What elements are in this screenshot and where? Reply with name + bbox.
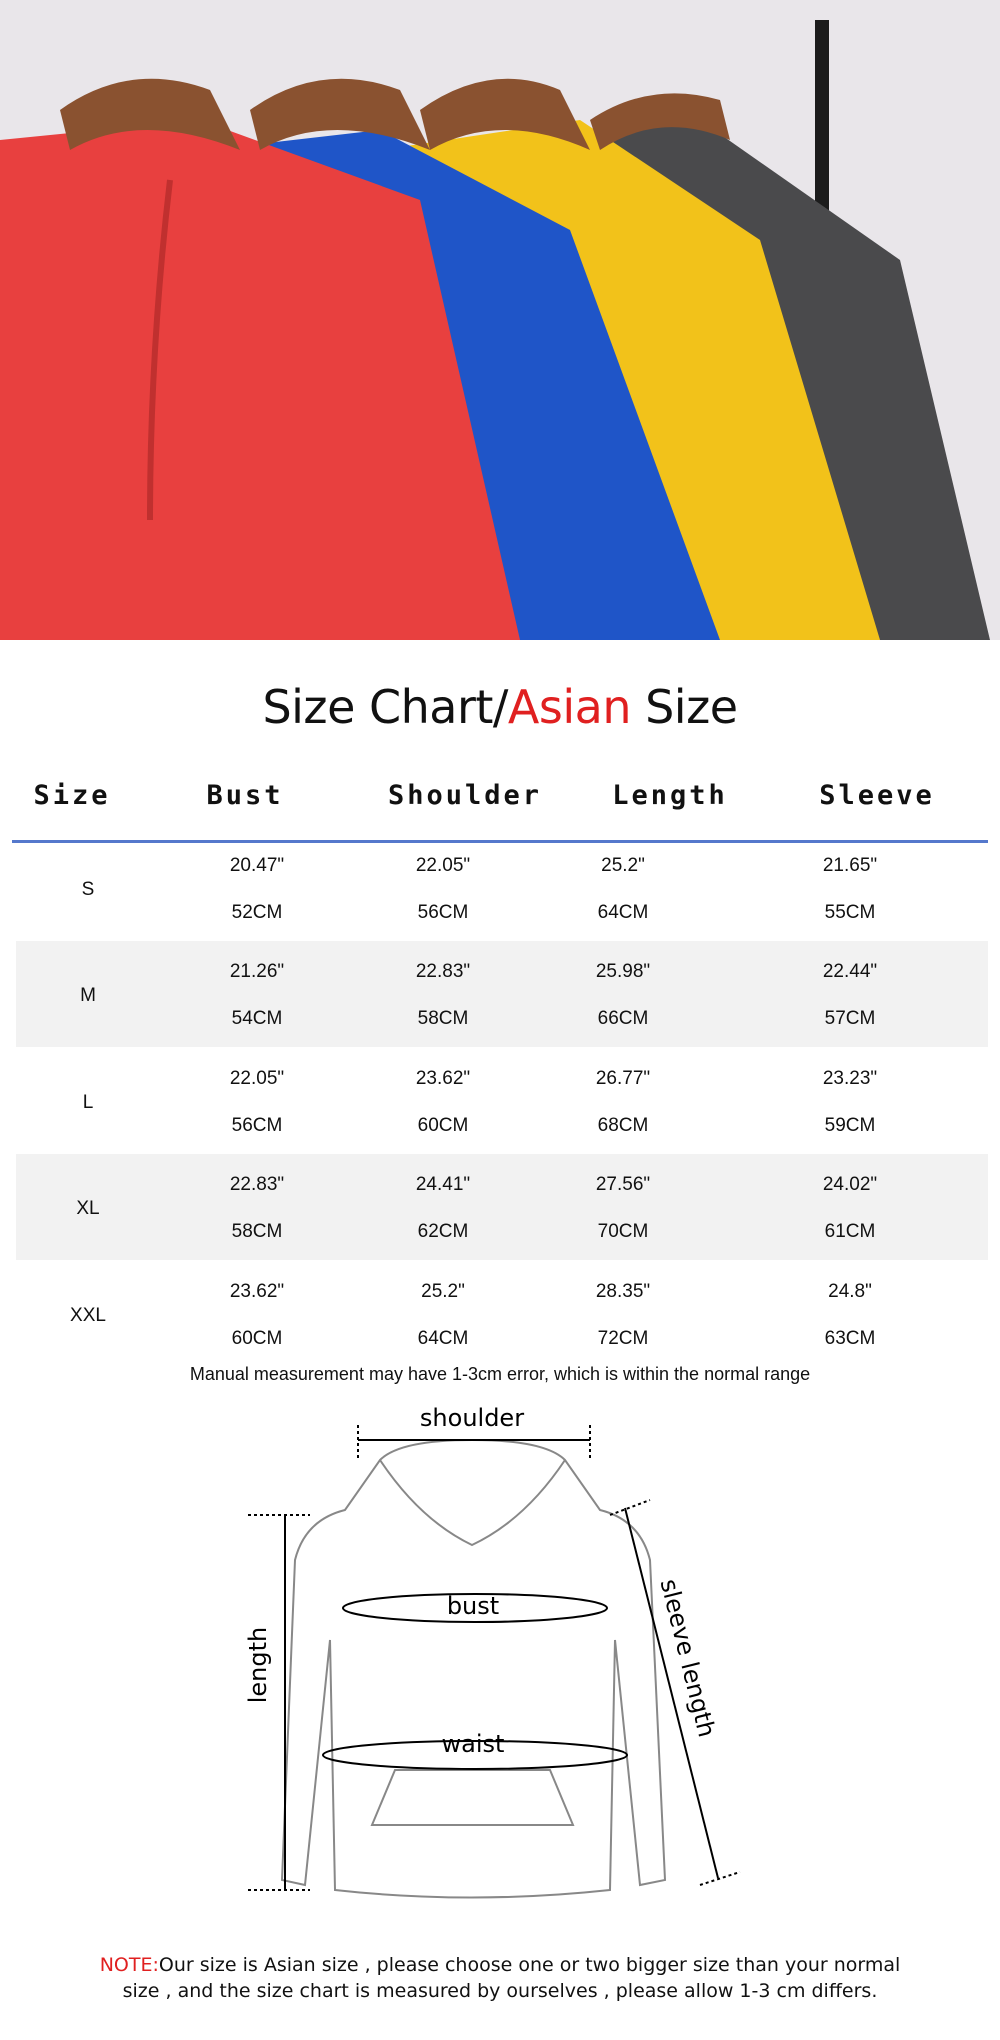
cm-cell: 64CM: [417, 1328, 469, 1349]
sleeve-length-line: [624, 1507, 719, 1879]
inch-cell: 24.8": [828, 1281, 872, 1302]
inch-cell: 20.47": [229, 855, 285, 876]
header-length: Length: [612, 780, 728, 811]
note-label: NOTE:: [99, 1954, 159, 1976]
inch-cell: 24.41": [415, 1174, 471, 1195]
cm-cell: 64CM: [597, 902, 649, 923]
inch-cell: 22.44": [822, 961, 878, 982]
table-row: L 22.05" 56CM 23.62" 60CM 26.77" 68CM 23.23" 59C…: [16, 1056, 988, 1162]
table-row: XL 22.83" 58CM 24.41" 62CM 27.56" 70CM 24.02" 61…: [16, 1154, 988, 1260]
cm-cell: 60CM: [417, 1115, 469, 1136]
cm-cell: 63CM: [824, 1328, 876, 1349]
length-label: length: [244, 1627, 272, 1704]
inch-cell: 21.26": [229, 961, 285, 982]
table-row: S 20.47" 52CM 22.05" 56CM 25.2" 64CM 21.65" 55CM: [16, 843, 988, 949]
cm-cell: 70CM: [597, 1221, 649, 1242]
inch-cell: 21.65": [822, 855, 878, 876]
inch-cell: 25.2": [421, 1281, 465, 1302]
inch-cell: 24.02": [822, 1174, 878, 1195]
inch-cell: 23.62": [415, 1068, 471, 1089]
inch-cell: 25.2": [601, 855, 645, 876]
cm-cell: 61CM: [824, 1221, 876, 1242]
cm-cell: 60CM: [231, 1328, 283, 1349]
cm-cell: 55CM: [824, 902, 876, 923]
cm-cell: 68CM: [597, 1115, 649, 1136]
inch-cell: 22.05": [229, 1068, 285, 1089]
inch-cell: 25.98": [595, 961, 651, 982]
hoodie-outline: [280, 1438, 667, 1899]
cm-cell: 54CM: [231, 1008, 283, 1029]
size-cell: M: [80, 985, 96, 1006]
page-title: Size Chart/Asian Size: [262, 680, 738, 734]
cm-cell: 52CM: [231, 902, 283, 923]
shoulder-label: shoulder: [420, 1404, 524, 1432]
cm-cell: 58CM: [231, 1221, 283, 1242]
inch-cell: 22.83": [415, 961, 471, 982]
cm-cell: 66CM: [597, 1008, 649, 1029]
cm-cell: 62CM: [417, 1221, 469, 1242]
size-cell: XL: [76, 1198, 100, 1219]
bust-label: bust: [447, 1592, 499, 1620]
size-note: NOTE:Our size is Asian size , please cho…: [99, 1954, 901, 2002]
cm-cell: 56CM: [417, 902, 469, 923]
size-cell: S: [81, 879, 95, 900]
header-size: Size: [33, 780, 111, 811]
cm-cell: 57CM: [824, 1008, 876, 1029]
size-cell: L: [82, 1092, 94, 1113]
hoodies-photo: [0, 0, 1000, 640]
inch-cell: 28.35": [595, 1281, 651, 1302]
inch-cell: 27.56": [595, 1174, 651, 1195]
table-row: XXL 23.62" 60CM 25.2" 64CM 28.35" 72CM 24.8" 63C…: [16, 1269, 988, 1375]
header-divider: [12, 840, 988, 843]
header-sleeve: Sleeve: [819, 780, 935, 811]
waist-line: [322, 1740, 628, 1770]
inch-cell: 23.62": [229, 1281, 285, 1302]
sleeve-length-label: sleeve length: [655, 1576, 721, 1740]
cm-cell: 58CM: [417, 1008, 469, 1029]
inch-cell: 22.83": [229, 1174, 285, 1195]
inch-cell: 22.05": [415, 855, 471, 876]
waist-label: waist: [442, 1730, 505, 1758]
inch-cell: 26.77": [595, 1068, 651, 1089]
red-hoodie: [0, 120, 520, 640]
table-row: M 21.26" 54CM 22.83" 58CM 25.98" 66CM 22.44" 57C…: [16, 941, 988, 1047]
hoodie-measurement-diagram: shoulder bust waist length sleeve length: [244, 1404, 741, 1899]
cm-cell: 72CM: [597, 1328, 649, 1349]
header-bust: Bust: [206, 780, 284, 811]
cm-cell: 59CM: [824, 1115, 876, 1136]
size-cell: XXL: [70, 1305, 106, 1326]
cm-cell: 56CM: [231, 1115, 283, 1136]
bust-line: [342, 1593, 608, 1623]
measurement-footnote: Manual measurement may have 1-3cm error,…: [189, 1364, 811, 1384]
inch-cell: 23.23": [822, 1068, 878, 1089]
header-shoulder: Shoulder: [387, 780, 543, 811]
hangers: [60, 78, 730, 150]
